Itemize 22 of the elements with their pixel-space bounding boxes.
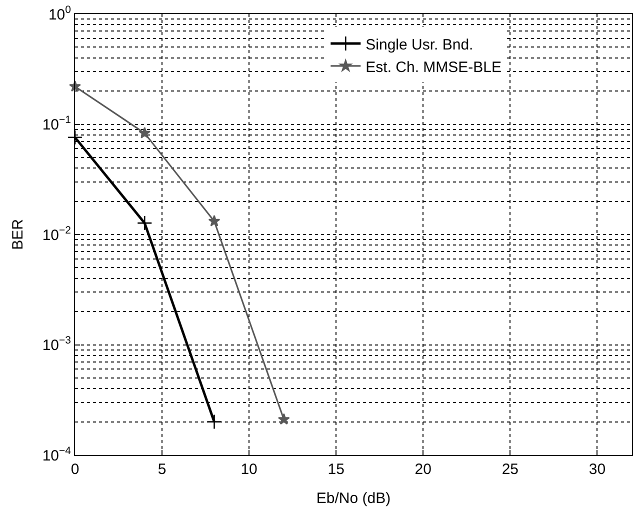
x-tick-label: 10 [240,461,258,478]
y-tick-label: 10$^{−4}$ [42,444,72,464]
y-tick-label: 10$^{−2}$ [42,224,72,244]
x-tick-label: 30 [588,461,606,478]
x-tick-label: 25 [502,461,519,478]
x-tick-label: 5 [158,461,166,478]
point [278,413,290,425]
legend-label: Est. Ch. MMSE-BLE [366,58,502,76]
y-tick-label: 10$^{−3}$ [42,334,72,354]
point [136,215,152,231]
x-axis-title: Eb/No (dB) [316,490,391,507]
point [67,130,83,146]
point [138,126,151,138]
x-tick-label: 20 [414,461,432,478]
y-tick-label: 10$^{−1}$ [42,114,72,134]
y-tick-label: 10$^{0}$ [48,4,72,24]
x-tick-label: 15 [328,461,344,478]
legend-label: Single Usr. Bnd. [366,36,474,54]
point [208,214,220,226]
point [206,414,222,430]
x-tick-label: 0 [70,461,80,478]
y-axis-title: BER [10,218,27,250]
